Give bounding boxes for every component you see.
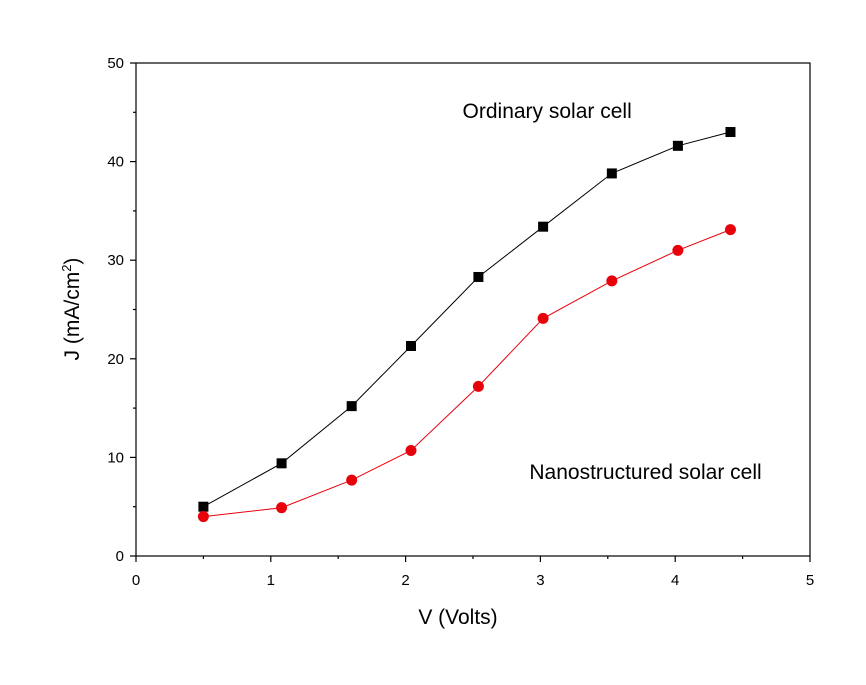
- data-point: [276, 502, 288, 514]
- y-tick-label: 50: [107, 55, 124, 72]
- y-tick-label: 0: [116, 548, 124, 565]
- data-point: [405, 444, 417, 456]
- data-point: [346, 474, 358, 486]
- series-2: [197, 224, 736, 523]
- y-axis: 0 10 20 30 40 50: [107, 55, 136, 565]
- y-axis-title-prefix: J (mA/cm: [61, 272, 84, 361]
- data-point: [538, 221, 549, 232]
- x-tick-label: 0: [132, 572, 140, 589]
- data-point: [405, 340, 416, 351]
- annotation-label: Nanostructured solar cell: [529, 461, 761, 484]
- annotation-layer: Ordinary solar cell Nanostructured solar …: [463, 100, 762, 484]
- x-tick-label: 2: [401, 572, 409, 589]
- y-axis-title-superscript: 2: [59, 265, 74, 272]
- y-tick-label: 30: [107, 252, 124, 269]
- x-tick-label: 5: [806, 572, 814, 589]
- series-1: [198, 127, 736, 512]
- annotation-label: Ordinary solar cell: [463, 100, 632, 123]
- x-tick-label: 3: [536, 572, 544, 589]
- y-tick-label: 40: [107, 154, 124, 171]
- data-point: [197, 511, 209, 523]
- data-point: [672, 140, 683, 151]
- data-point: [672, 244, 684, 256]
- data-point: [725, 127, 736, 138]
- y-axis-title-suffix: ): [61, 258, 84, 265]
- x-axis: 0 1 2 3 4 5: [132, 556, 814, 589]
- y-tick-label: 10: [107, 449, 124, 466]
- data-point: [473, 271, 484, 282]
- y-axis-title: J (mA/cm2): [59, 258, 84, 361]
- data-point: [198, 501, 209, 512]
- data-point: [606, 275, 618, 287]
- x-tick-label: 4: [671, 572, 679, 589]
- data-point: [724, 224, 736, 236]
- series-line: [203, 131, 731, 508]
- data-point: [537, 312, 549, 324]
- data-point: [606, 168, 617, 179]
- y-tick-label: 20: [107, 351, 124, 368]
- data-point: [472, 380, 484, 392]
- data-point: [346, 401, 357, 412]
- data-point: [276, 458, 287, 469]
- series-layer: [197, 127, 736, 523]
- x-tick-label: 1: [267, 572, 275, 589]
- x-axis-title: V (Volts): [418, 606, 497, 629]
